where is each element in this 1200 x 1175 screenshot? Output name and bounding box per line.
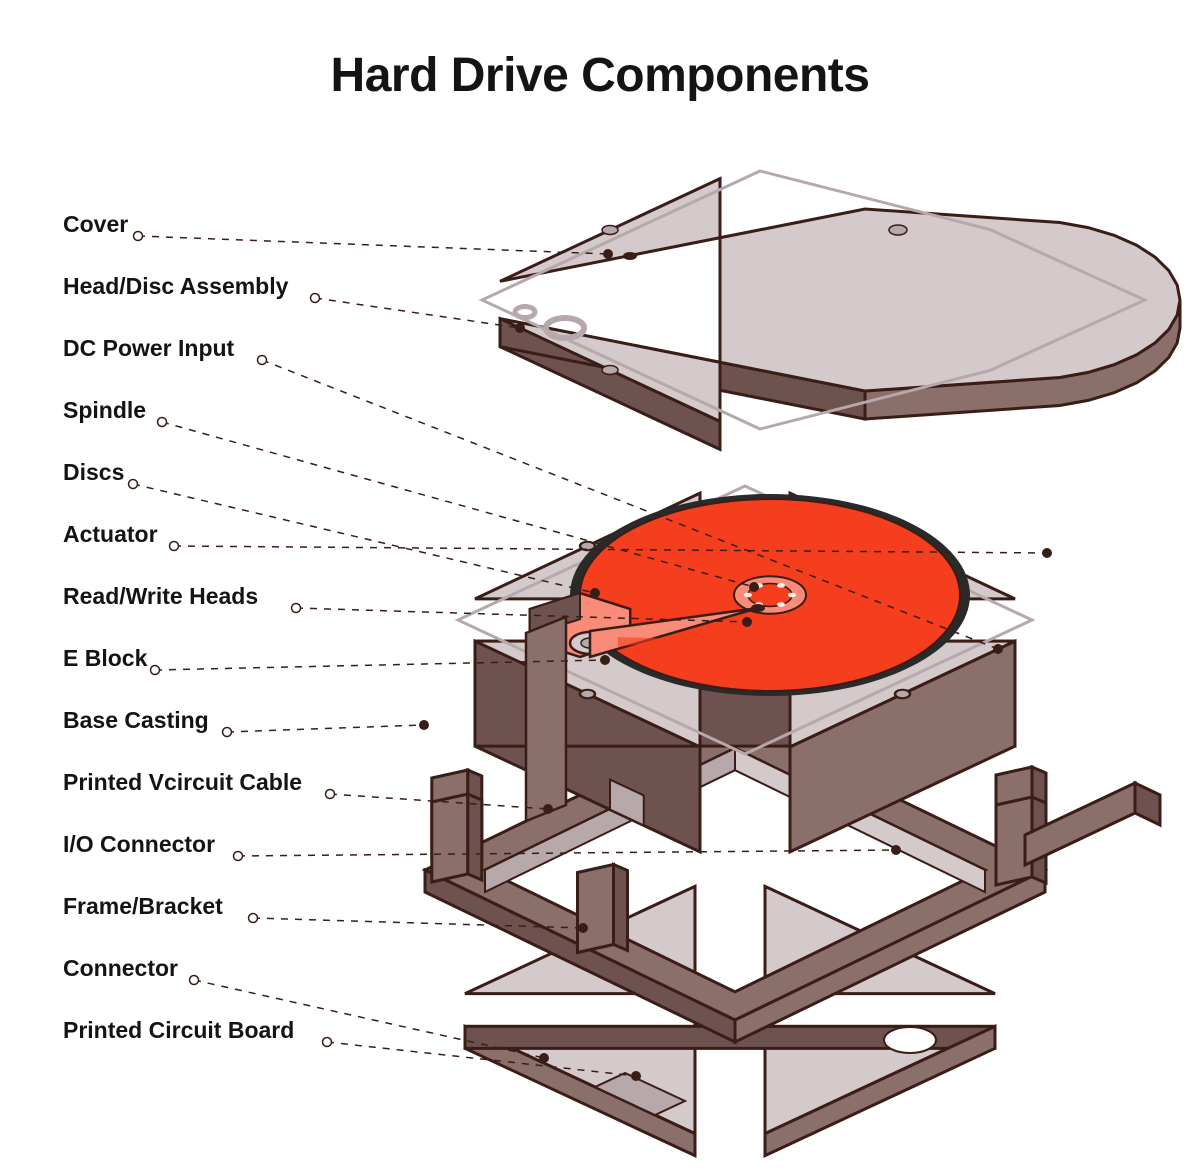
leader-origin-eblock bbox=[151, 666, 160, 675]
leader-target-pcb bbox=[631, 1071, 641, 1081]
leader-basecast bbox=[227, 725, 424, 732]
label-discs: Discs bbox=[63, 459, 124, 486]
leader-origin-connector bbox=[190, 976, 199, 985]
leader-origin-dcpower bbox=[258, 356, 267, 365]
leader-origin-pcb bbox=[323, 1038, 332, 1047]
leader-origin-rwheads bbox=[292, 604, 301, 613]
label-cover: Cover bbox=[63, 211, 128, 238]
leader-target-cover bbox=[603, 249, 613, 259]
leader-origin-discs bbox=[129, 480, 138, 489]
frame-post bbox=[578, 865, 614, 953]
rw-head bbox=[751, 604, 765, 612]
label-spindle: Spindle bbox=[63, 397, 146, 424]
label-basecast: Base Casting bbox=[63, 707, 209, 734]
label-dcpower: DC Power Input bbox=[63, 335, 234, 362]
label-rwheads: Read/Write Heads bbox=[63, 583, 258, 610]
leader-target-connector bbox=[539, 1053, 549, 1063]
leader-target-pvc bbox=[543, 804, 553, 814]
leader-target-actuator bbox=[1042, 548, 1052, 558]
leader-origin-pvc bbox=[326, 790, 335, 799]
leader-origin-ioconn bbox=[234, 852, 243, 861]
leader-target-eblock bbox=[600, 655, 610, 665]
label-connector: Connector bbox=[63, 955, 178, 982]
label-actuator: Actuator bbox=[63, 521, 158, 548]
leader-target-dcpower bbox=[993, 644, 1003, 654]
leader-origin-hda bbox=[311, 294, 320, 303]
leader-cover bbox=[138, 236, 608, 254]
label-pcb: Printed Circuit Board bbox=[63, 1017, 294, 1044]
flex-cable bbox=[526, 617, 566, 821]
leader-target-basecast bbox=[419, 720, 429, 730]
label-frame: Frame/Bracket bbox=[63, 893, 223, 920]
leader-origin-actuator bbox=[170, 542, 179, 551]
leader-origin-cover bbox=[134, 232, 143, 241]
leader-target-discs bbox=[590, 588, 600, 598]
leader-target-frame bbox=[578, 923, 588, 933]
leader-origin-basecast bbox=[223, 728, 232, 737]
leader-target-hda bbox=[515, 323, 525, 333]
leader-target-spindle bbox=[749, 582, 759, 592]
frame-post bbox=[432, 794, 468, 882]
leader-spindle bbox=[162, 422, 754, 587]
label-eblock: E Block bbox=[63, 645, 147, 672]
leader-origin-frame bbox=[249, 914, 258, 923]
label-hda: Head/Disc Assembly bbox=[63, 273, 288, 300]
leader-target-ioconn bbox=[891, 845, 901, 855]
label-ioconn: I/O Connector bbox=[63, 831, 215, 858]
leader-target-rwheads bbox=[742, 617, 752, 627]
leader-origin-spindle bbox=[158, 418, 167, 427]
label-pvc: Printed Vcircuit Cable bbox=[63, 769, 302, 796]
page-title: Hard Drive Components bbox=[0, 48, 1200, 103]
